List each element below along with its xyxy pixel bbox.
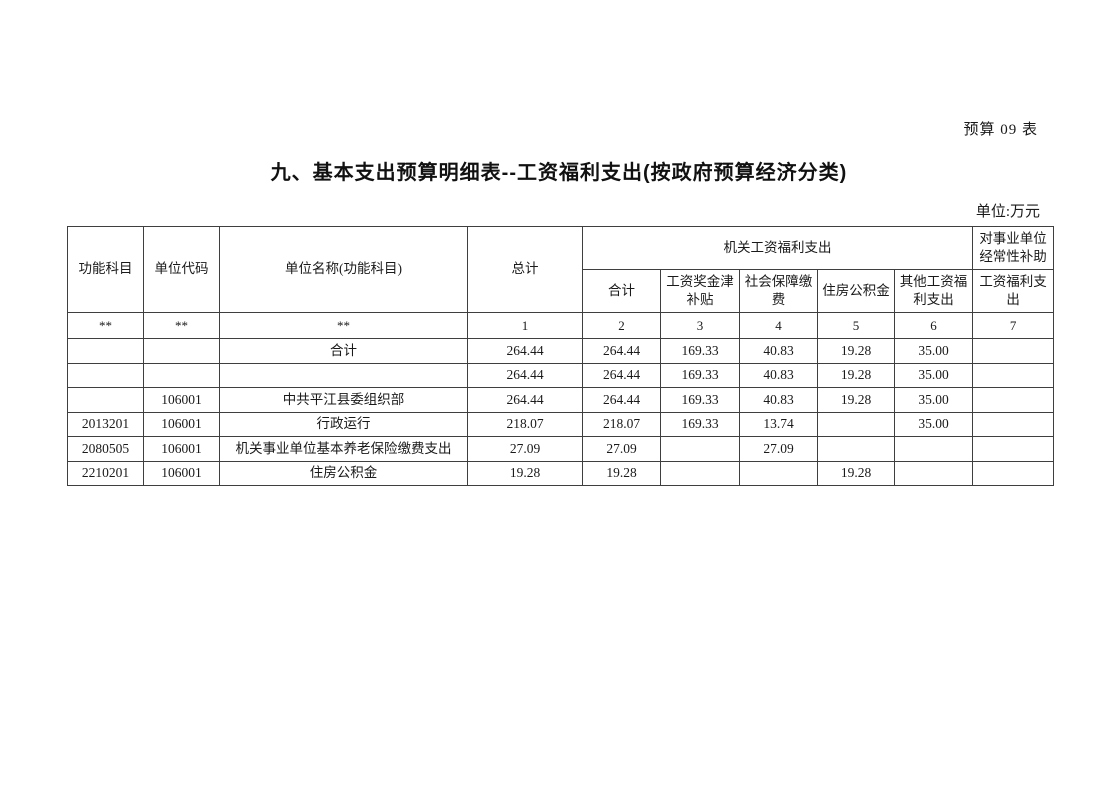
table-cell: 27.09: [467, 436, 583, 462]
table-cell: [739, 460, 818, 486]
table-cell: 35.00: [893, 338, 974, 364]
col-header-unit-name: 单位名称(功能科目): [219, 226, 468, 313]
table-cell: 机关事业单位基本养老保险缴费支出: [219, 436, 468, 462]
table-cell: 264.44: [467, 338, 583, 364]
table-row: 2210201 106001 住房公积金 19.28 19.28 19.28: [67, 460, 1055, 486]
table-header: 功能科目 单位代码 单位名称(功能科目) 总计 机关工资福利支出 对事业单位经常…: [67, 226, 1055, 313]
table-cell: [219, 362, 468, 388]
table-cell: [660, 436, 740, 462]
table-cell: 218.07: [467, 411, 583, 437]
table-cell: **: [67, 312, 144, 339]
sheet-number-label: 预算 09 表: [963, 122, 1038, 138]
table-cell: [893, 436, 974, 462]
table-cell: 264.44: [582, 362, 661, 388]
table-cell: 35.00: [893, 387, 974, 413]
table-cell: 40.83: [739, 338, 818, 364]
table-cell: 3: [660, 312, 740, 339]
table-cell: **: [143, 312, 220, 339]
table-cell: [143, 338, 220, 364]
table-cell: 27.09: [739, 436, 818, 462]
table-cell: 27.09: [582, 436, 661, 462]
table-cell: [972, 460, 1055, 486]
col-header-bonus-allowance: 工资奖金津补贴: [660, 269, 740, 313]
table-cell: **: [219, 312, 468, 339]
table-row: 2080505 106001 机关事业单位基本养老保险缴费支出 27.09 27.09 2…: [67, 436, 1055, 462]
table-cell: 40.83: [739, 362, 818, 388]
table-cell: 35.00: [893, 411, 974, 437]
table-row: 2013201 106001 行政运行 218.07 218.07 169.33 13.74…: [67, 411, 1055, 437]
table-cell: 19.28: [817, 387, 895, 413]
col-header-unit-code: 单位代码: [143, 226, 220, 313]
table-cell: 1: [467, 312, 583, 339]
col-header-housing-fund: 住房公积金: [817, 269, 895, 313]
table-cell: 2210201: [67, 460, 144, 486]
table-cell: [817, 411, 895, 437]
table-cell: 5: [817, 312, 895, 339]
table-cell: 264.44: [582, 387, 661, 413]
table-cell: 106001: [143, 411, 220, 437]
table-cell: 2080505: [67, 436, 144, 462]
table-cell: [143, 362, 220, 388]
col-header-subtotal: 合计: [582, 269, 661, 313]
header-row-1: 功能科目 单位代码 单位名称(功能科目) 总计 机关工资福利支出 对事业单位经常…: [67, 226, 1055, 313]
table-cell: 19.28: [817, 460, 895, 486]
table-cell: [67, 362, 144, 388]
table-cell: 4: [739, 312, 818, 339]
table-cell: 35.00: [893, 362, 974, 388]
table-cell: [893, 460, 974, 486]
table-cell: 19.28: [467, 460, 583, 486]
table-body: ** ** ** 1 2 3 4 5 6 7 合计 264.44 264.44 169.33 40.83 19…: [67, 312, 1055, 486]
table-cell: [817, 436, 895, 462]
table-cell: 169.33: [660, 411, 740, 437]
col-group-institution-subsidy: 对事业单位经常性补助: [972, 226, 1055, 270]
col-header-functional-subject: 功能科目: [67, 226, 144, 313]
col-header-grand-total: 总计: [467, 226, 583, 313]
table-cell: [972, 436, 1055, 462]
table-cell: 264.44: [467, 362, 583, 388]
table-cell: 106001: [143, 436, 220, 462]
table-cell: 住房公积金: [219, 460, 468, 486]
table-cell: 19.28: [817, 362, 895, 388]
table-cell: [972, 387, 1055, 413]
page-title: 九、基本支出预算明细表--工资福利支出(按政府预算经济分类): [270, 162, 848, 184]
table-cell: 106001: [143, 460, 220, 486]
col-header-other-welfare: 其他工资福利支出: [893, 269, 974, 313]
table-cell: 169.33: [660, 338, 740, 364]
table-cell: 2: [582, 312, 661, 339]
table-cell: [972, 411, 1055, 437]
column-index-row: ** ** ** 1 2 3 4 5 6 7: [67, 312, 1055, 339]
table-cell: 合计: [219, 338, 468, 364]
table-cell: 中共平江县委组织部: [219, 387, 468, 413]
table-cell: 40.83: [739, 387, 818, 413]
table-cell: 264.44: [467, 387, 583, 413]
table-cell: [67, 338, 144, 364]
col-header-welfare-expense: 工资福利支出: [972, 269, 1055, 313]
table-cell: 2013201: [67, 411, 144, 437]
unit-of-measure-label: 单位:万元: [975, 204, 1040, 220]
table-row: 合计 264.44 264.44 169.33 40.83 19.28 35.00: [67, 338, 1055, 364]
table-cell: 264.44: [582, 338, 661, 364]
table-cell: 13.74: [739, 411, 818, 437]
header-row-2: 合计 工资奖金津补贴 社会保障缴费 住房公积金 其他工资福利支出 工资福利支出: [68, 269, 1055, 313]
col-header-social-security: 社会保障缴费: [739, 269, 818, 313]
table-cell: 19.28: [817, 338, 895, 364]
budget-table: 功能科目 单位代码 单位名称(功能科目) 总计 机关工资福利支出 对事业单位经常…: [67, 226, 1055, 486]
table-row: 106001 中共平江县委组织部 264.44 264.44 169.33 40.83 19…: [67, 387, 1055, 413]
col-group-agency-salary-welfare: 机关工资福利支出: [581, 226, 974, 270]
table-cell: [67, 387, 144, 413]
table-cell: 7: [972, 312, 1055, 339]
table-cell: [972, 362, 1055, 388]
table-cell: 6: [893, 312, 974, 339]
table-cell: 169.33: [660, 387, 740, 413]
table-cell: 19.28: [582, 460, 661, 486]
table-cell: 行政运行: [219, 411, 468, 437]
table-row: 264.44 264.44 169.33 40.83 19.28 35.00: [67, 362, 1055, 388]
table-cell: 218.07: [582, 411, 661, 437]
table-cell: [972, 338, 1055, 364]
table-cell: 169.33: [660, 362, 740, 388]
table-cell: [660, 460, 740, 486]
table-cell: 106001: [143, 387, 220, 413]
